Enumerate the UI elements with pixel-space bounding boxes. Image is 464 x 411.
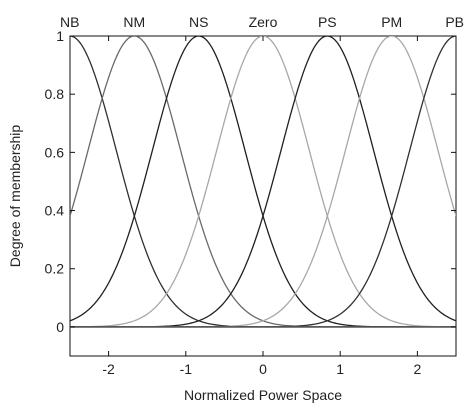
mf-labels-layer: NB NM NS Zero PS PM PB <box>60 14 464 30</box>
x-tick-label: -2 <box>102 361 115 377</box>
mf-curve-pm <box>70 36 456 328</box>
mf-label-zero: Zero <box>249 14 278 30</box>
mf-curve-ps <box>70 36 456 328</box>
y-tick-label: 0.2 <box>45 261 65 277</box>
mf-label-nm: NM <box>123 14 145 30</box>
mf-curve-ns <box>70 36 456 328</box>
y-tick-label: 0.6 <box>45 144 65 160</box>
x-tick-label: 2 <box>414 361 422 377</box>
curves-layer <box>70 36 456 328</box>
ticks-layer: -2 -1 0 1 2 0 0.2 0.4 0.6 0.8 1 <box>45 28 456 377</box>
mf-curve-zero <box>70 36 456 328</box>
x-tick-label: 1 <box>336 361 344 377</box>
y-tick-label: 1 <box>56 28 64 44</box>
x-axis-label: Normalized Power Space <box>184 387 342 403</box>
y-tick-label: 0 <box>56 319 64 335</box>
x-tick-label: 0 <box>259 361 267 377</box>
y-tick-label: 0.4 <box>45 203 65 219</box>
y-axis-label: Degree of membership <box>7 125 23 268</box>
mf-label-nb: NB <box>60 14 79 30</box>
y-tick-label: 0.8 <box>45 86 65 102</box>
mf-label-ns: NS <box>189 14 208 30</box>
mf-curve-pb <box>70 36 456 328</box>
mf-label-pb: PB <box>445 14 464 30</box>
x-tick-label: -1 <box>180 361 193 377</box>
mf-label-pm: PM <box>381 14 402 30</box>
mf-curve-nm <box>70 36 456 328</box>
mf-label-ps: PS <box>318 14 337 30</box>
mf-curve-nb <box>70 36 456 328</box>
